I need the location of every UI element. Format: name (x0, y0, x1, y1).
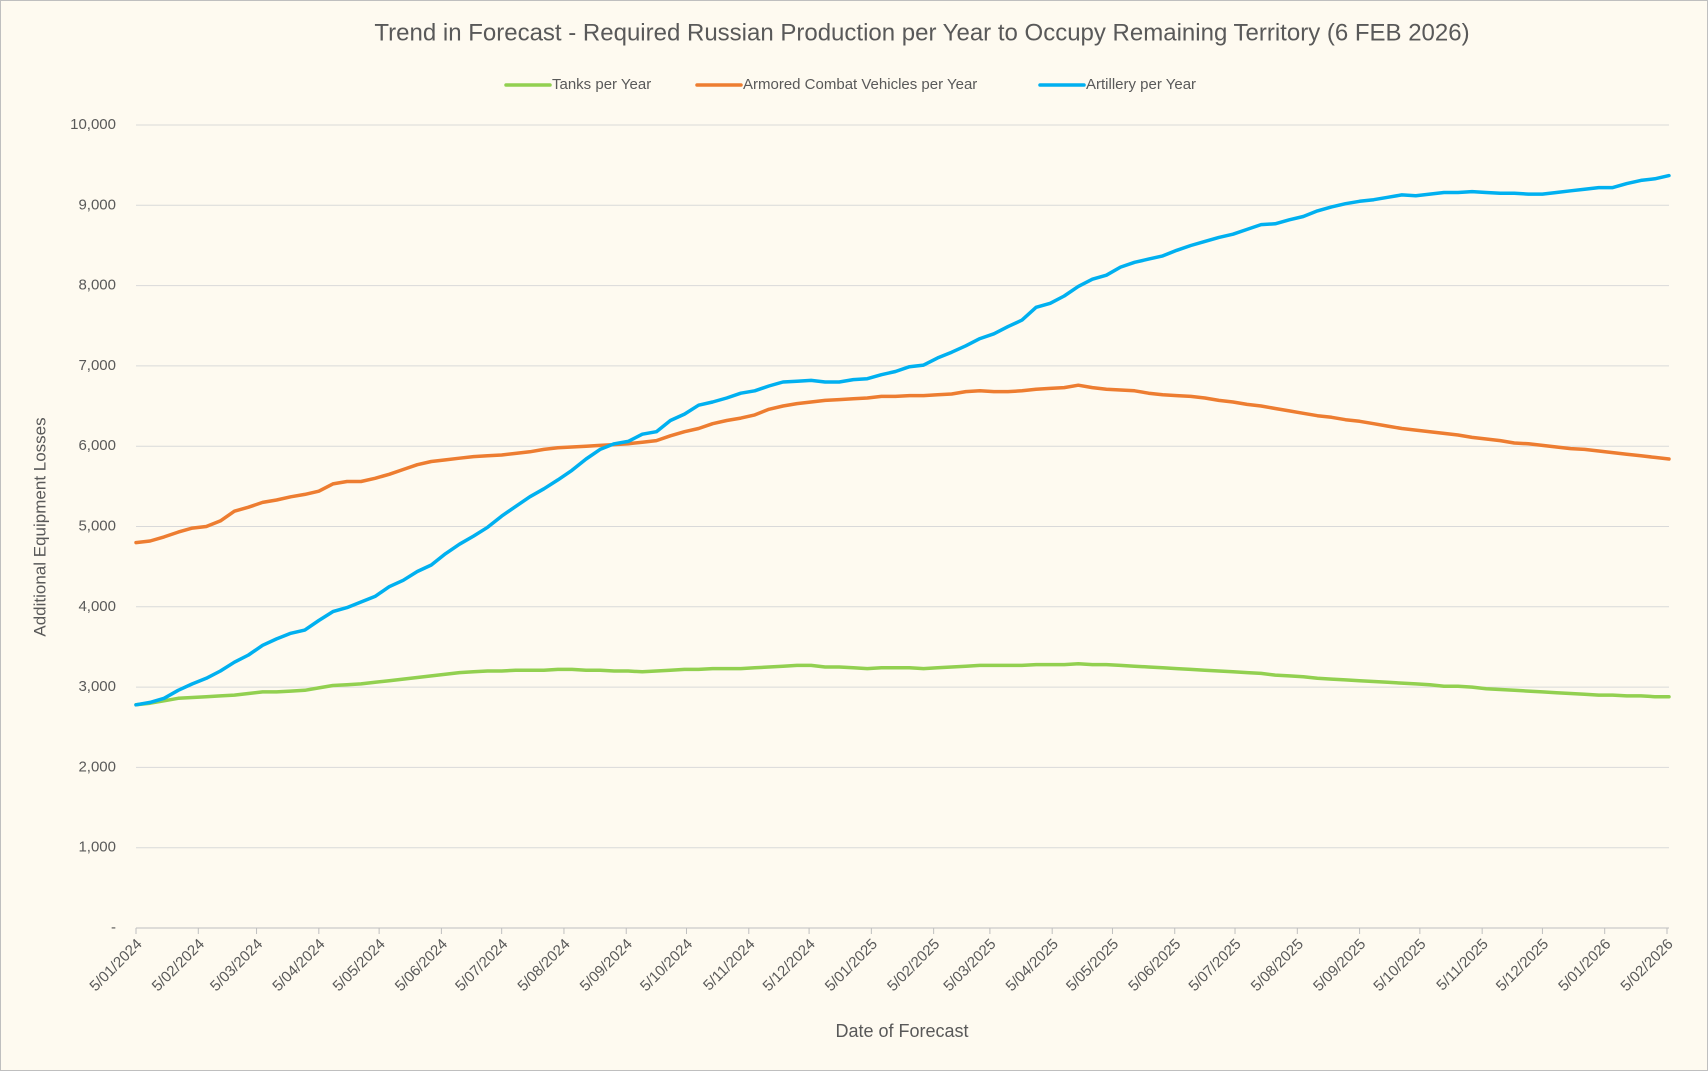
legend-label: Armored Combat Vehicles per Year (743, 76, 977, 93)
x-axis-title: Date of Forecast (835, 1021, 968, 1041)
y-tick-label: 9,000 (78, 196, 116, 213)
y-tick-label: 1,000 (78, 839, 116, 856)
legend-label: Tanks per Year (552, 76, 651, 93)
y-tick-label: - (111, 919, 116, 936)
y-tick-label: 4,000 (78, 598, 116, 615)
y-tick-label: 8,000 (78, 277, 116, 294)
series-line (134, 173, 1671, 707)
series-line (134, 662, 1671, 707)
legend-label: Artillery per Year (1086, 76, 1196, 93)
y-tick-label: 5,000 (78, 517, 116, 534)
y-axis-title: Additional Equipment Losses (30, 417, 49, 636)
y-tick-label: 10,000 (70, 116, 116, 133)
y-tick-label: 3,000 (78, 678, 116, 695)
y-tick-label: 6,000 (78, 437, 116, 454)
y-tick-label: 7,000 (78, 357, 116, 374)
chart-title: Trend in Forecast - Required Russian Pro… (374, 19, 1469, 46)
series-line (134, 383, 1671, 545)
y-tick-label: 2,000 (78, 758, 116, 775)
